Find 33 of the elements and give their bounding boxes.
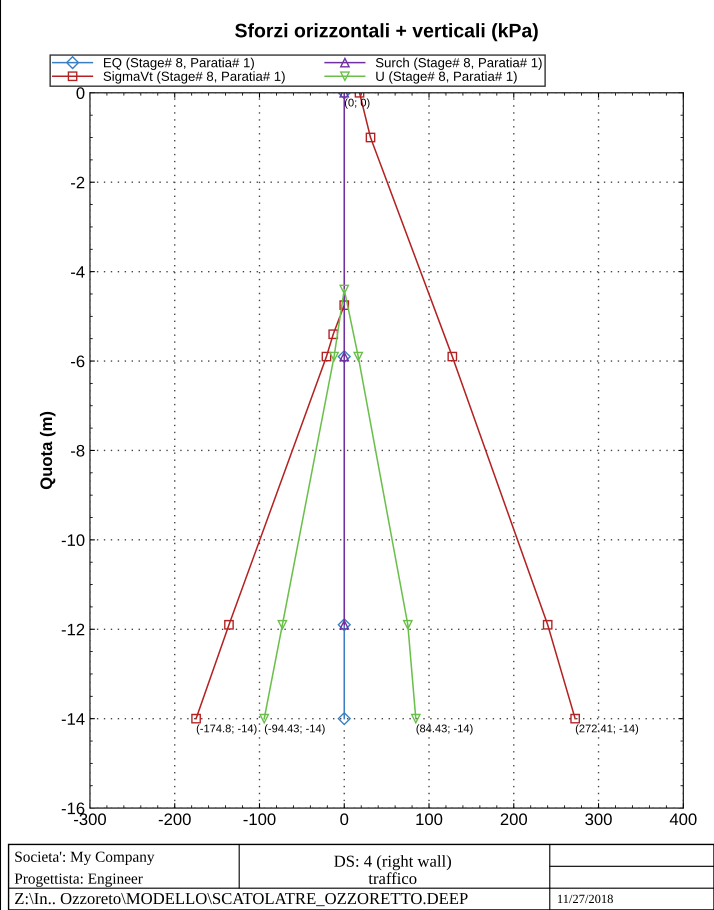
text: Progettista: Engineer — [14, 873, 143, 887]
x-tick-label: 300 — [585, 813, 612, 826]
text: traffico — [368, 872, 416, 884]
y-tick-label: -2 — [71, 176, 84, 188]
x-tick-label: 400 — [670, 813, 697, 826]
legend-label: SigmaVt (Stage# 8, Paratia# 1) — [104, 71, 285, 84]
text: Z:\In.. Ozzoreto\MODELLO\SCATOLATRE_OZZORETTO.DEEP — [15, 892, 468, 906]
y-tick-label: 0 — [76, 87, 84, 100]
y-tick-label: -4 — [71, 266, 85, 278]
annotation: (-94.43; -14) — [264, 724, 325, 735]
y-tick-label: -10 — [62, 534, 84, 546]
annotation: (84.43; -14) — [416, 724, 473, 735]
legend-label: Surch (Stage# 8, Paratia# 1) — [376, 58, 542, 70]
annotation: (-174.8; -14) — [196, 724, 257, 735]
y-tick-label: -14 — [62, 713, 85, 725]
chart-title: Sforzi orizzontali + verticali (kPa) — [235, 23, 538, 42]
x-tick-label: -200 — [158, 813, 191, 826]
x-tick-label: -300 — [74, 813, 106, 826]
legend-label: EQ (Stage# 8, Paratia# 1) — [104, 58, 254, 70]
x-tick-label: 100 — [416, 813, 442, 826]
legend-label: U (Stage# 8, Paratia# 1) — [376, 71, 517, 84]
text: DS: 4 (right wall) — [334, 855, 451, 870]
x-tick-label: 0 — [340, 813, 348, 826]
y-axis-title: Quota (m) — [40, 412, 56, 490]
x-tick-label: 200 — [500, 813, 528, 826]
y-tick-label: -6 — [71, 355, 84, 368]
y-tick-label: -12 — [62, 624, 84, 636]
text: 11/27/2018 — [558, 894, 613, 904]
y-tick-label: -8 — [71, 444, 84, 457]
annotation: (272.41; -14) — [576, 724, 638, 735]
x-tick-label: -100 — [244, 813, 276, 826]
y-tick-label: -16 — [62, 802, 84, 814]
text: Societa': My Company — [15, 852, 154, 866]
